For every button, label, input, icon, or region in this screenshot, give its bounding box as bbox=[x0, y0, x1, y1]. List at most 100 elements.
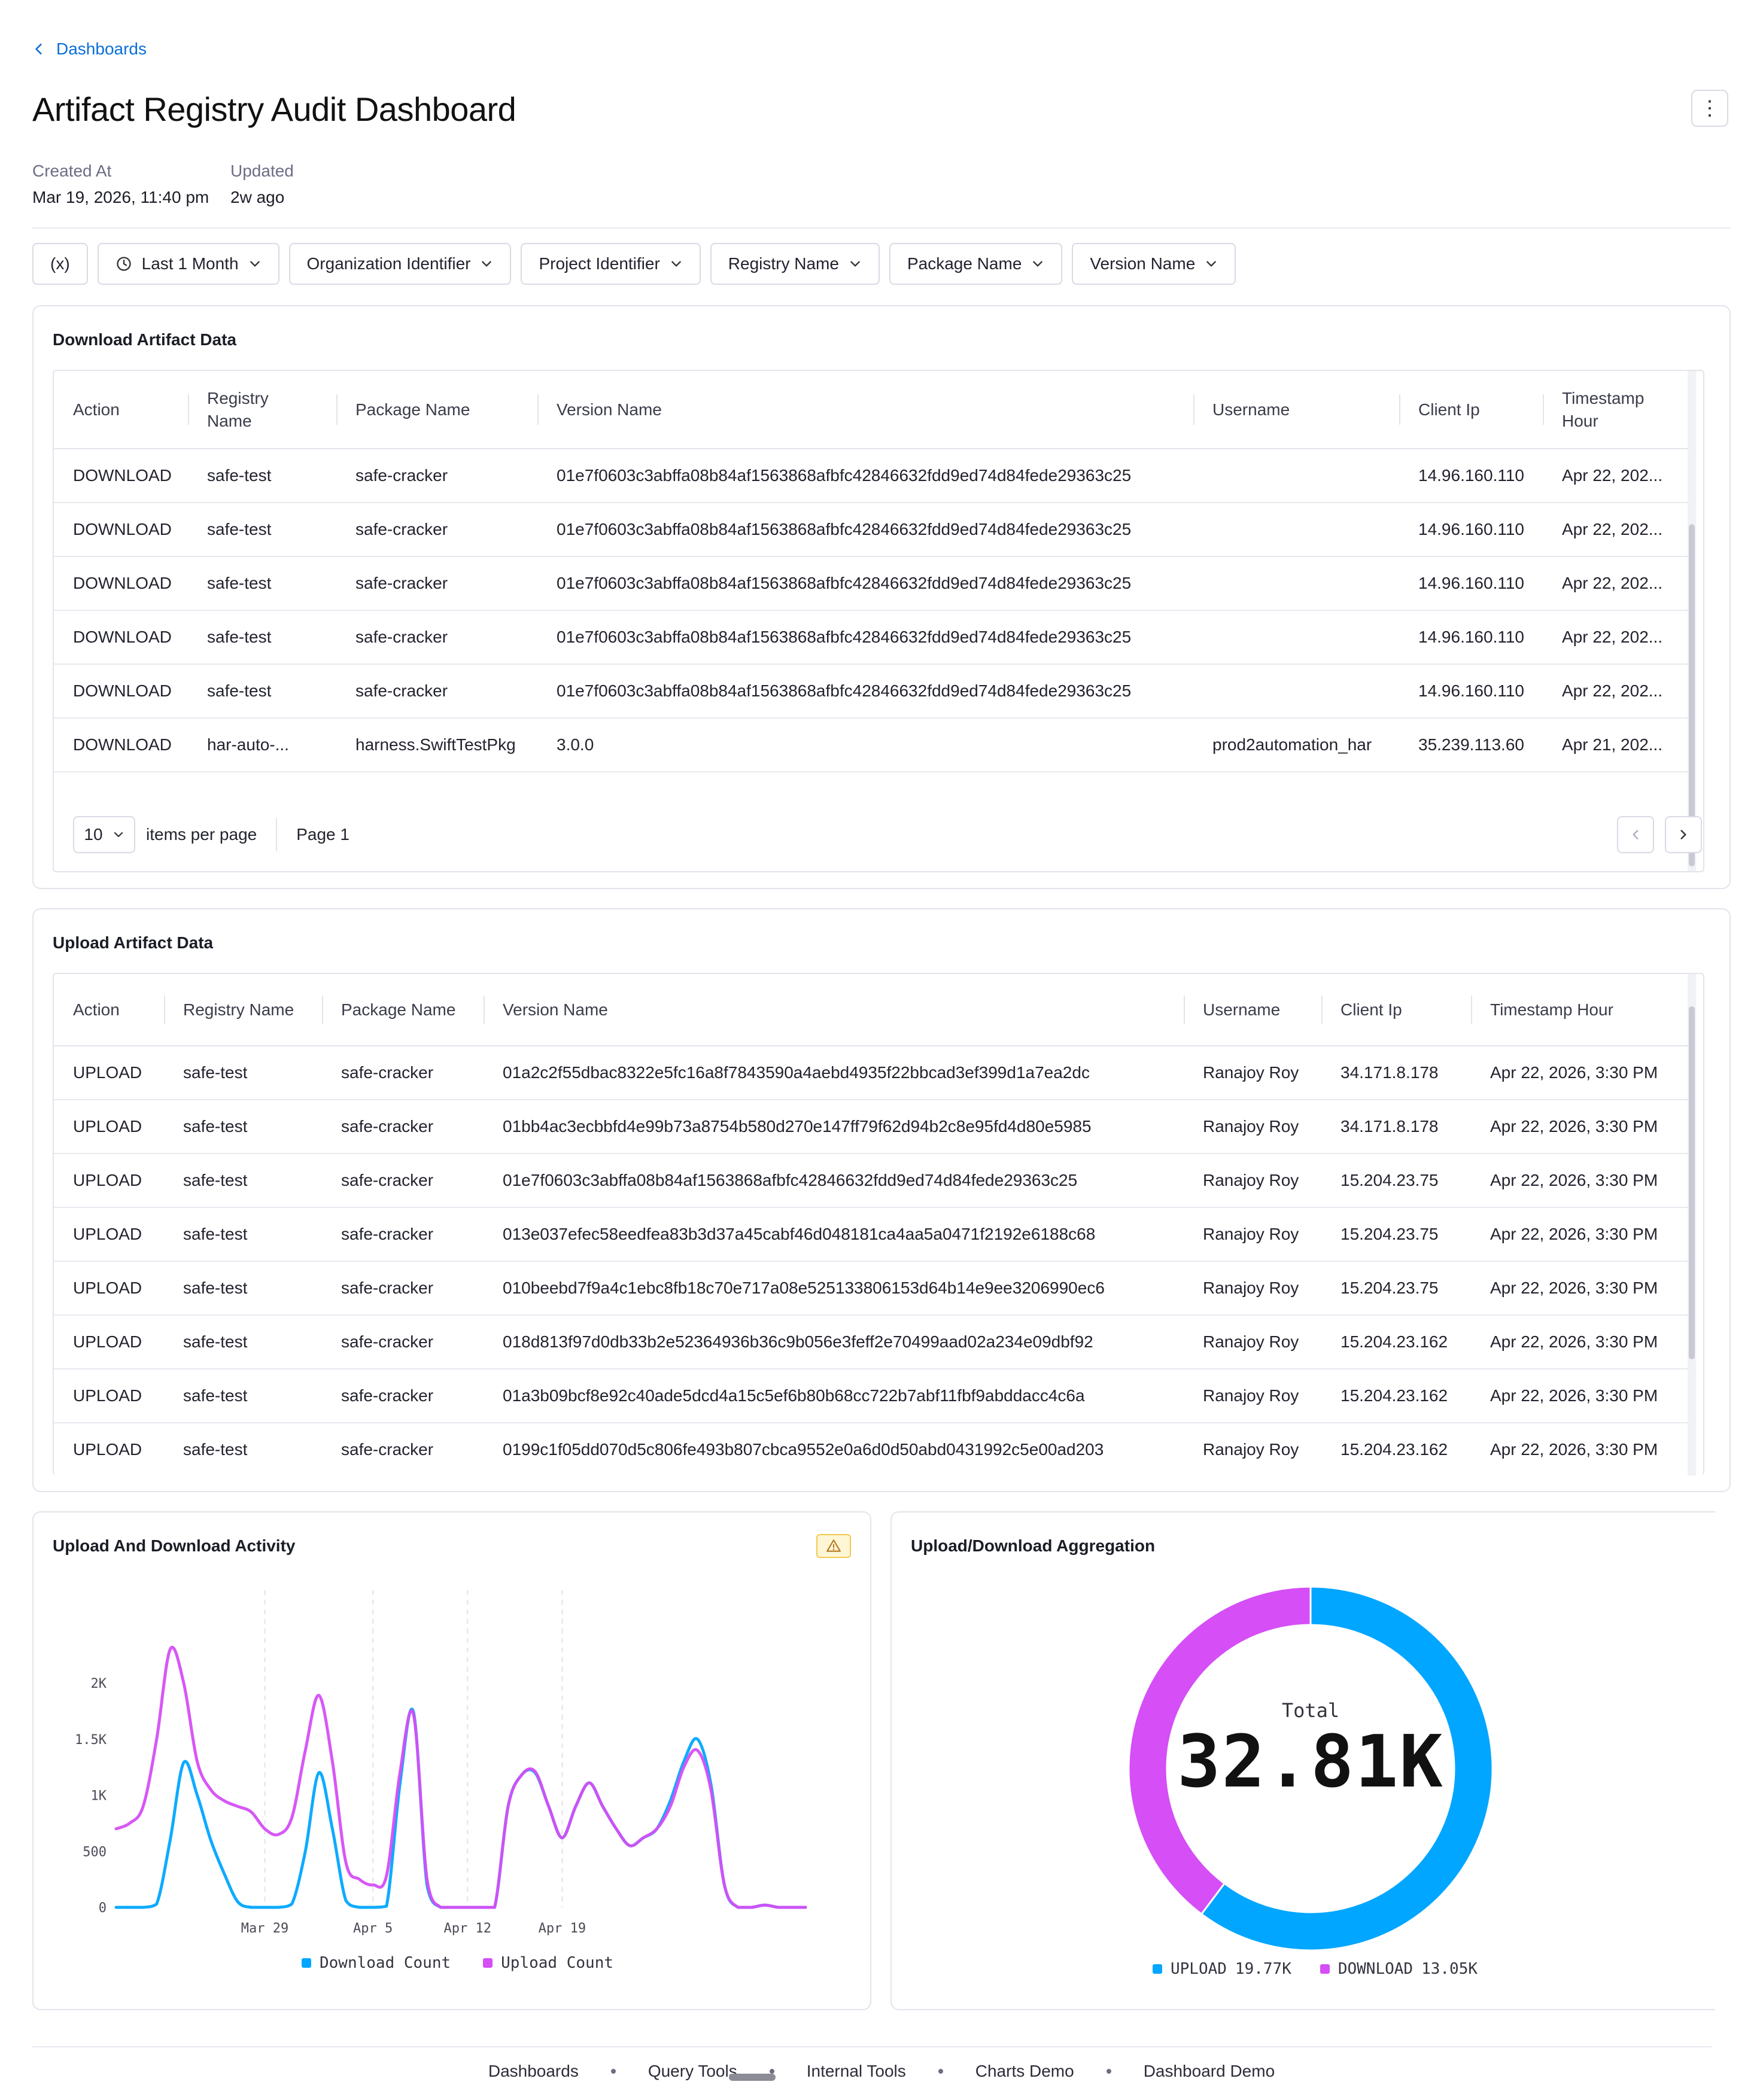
col-timestamp-header[interactable]: Timestamp Hour bbox=[1471, 974, 1689, 1046]
donut-slice-upload[interactable] bbox=[1200, 1585, 1494, 1952]
cell-client-ip: 35.239.113.60 bbox=[1399, 718, 1543, 772]
organization-filter[interactable]: Organization Identifier bbox=[288, 243, 512, 285]
chevron-right-icon bbox=[1680, 830, 1686, 839]
download-table-scrollbar[interactable] bbox=[1688, 371, 1696, 871]
items-per-page-select[interactable]: 10 bbox=[73, 816, 135, 853]
created-at-label: Created At bbox=[32, 162, 112, 180]
cell-registry: har-auto-... bbox=[188, 718, 336, 772]
legend-swatch-upload bbox=[483, 1958, 493, 1968]
variables-button[interactable]: (x) bbox=[32, 243, 88, 285]
registry-filter-label: Registry Name bbox=[728, 254, 839, 273]
registry-filter[interactable]: Registry Name bbox=[710, 243, 880, 285]
donut-center-label: Total bbox=[1281, 1699, 1340, 1722]
cell-username: Ranajoy Roy bbox=[1184, 1261, 1321, 1316]
chevron-down-icon bbox=[671, 261, 681, 267]
col-version-header[interactable]: Version Name bbox=[484, 974, 1184, 1046]
footer-link-charts-demo[interactable]: Charts Demo bbox=[975, 2062, 1074, 2080]
cell-package: safe-cracker bbox=[322, 1369, 484, 1423]
cell-version: 01a3b09bcf8e92c40ade5dcd4a15c5ef6b80b68c… bbox=[484, 1369, 1184, 1423]
col-client-ip-header[interactable]: Client Ip bbox=[1321, 974, 1471, 1046]
aggregation-card-title: Upload/Download Aggregation bbox=[911, 1536, 1156, 1555]
col-version-header[interactable]: Version Name bbox=[537, 371, 1193, 449]
cell-package: safe-cracker bbox=[322, 1423, 484, 1475]
upload-table-header-row: Action Registry Name Package Name Versio… bbox=[54, 974, 1689, 1046]
cell-package: safe-cracker bbox=[322, 1315, 484, 1369]
table-row[interactable]: UPLOAD safe-test safe-cracker 01bb4ac3ecbbf… bbox=[54, 1100, 1689, 1154]
cell-version: 013e037efec58eedfea83b3d37a45cabf46d0481… bbox=[484, 1207, 1184, 1262]
project-filter[interactable]: Project Identifier bbox=[521, 243, 701, 285]
table-row[interactable]: DOWNLOAD safe-test safe-cracker 01e7f0603c3… bbox=[54, 449, 1689, 503]
table-row[interactable]: UPLOAD safe-test safe-cracker 0199c1f05dd07… bbox=[54, 1423, 1689, 1475]
cell-username: Ranajoy Roy bbox=[1184, 1369, 1321, 1423]
cell-version: 01e7f0603c3abffa08b84af1563868afbfc42846… bbox=[537, 503, 1193, 557]
cell-package: safe-cracker bbox=[322, 1207, 484, 1262]
table-row[interactable]: DOWNLOAD safe-test safe-cracker 01e7f0603c3… bbox=[54, 556, 1689, 611]
chevron-down-icon bbox=[850, 261, 860, 267]
table-row[interactable]: DOWNLOAD safe-test safe-cracker 01e7f0603c3… bbox=[54, 610, 1689, 665]
cell-timestamp: Apr 22, 2026, 3:30 PM bbox=[1471, 1261, 1689, 1316]
time-range-filter[interactable]: Last 1 Month bbox=[97, 243, 279, 285]
aggregation-donut-chart[interactable] bbox=[1119, 1577, 1502, 1960]
cell-package: safe-cracker bbox=[336, 503, 537, 557]
legend-item-upload-total[interactable]: UPLOAD 19.77K bbox=[1153, 1960, 1291, 1978]
table-row[interactable]: UPLOAD safe-test safe-cracker 01a2c2f55dbac… bbox=[54, 1046, 1689, 1100]
col-registry-header[interactable]: Registry Name bbox=[164, 974, 322, 1046]
col-package-header[interactable]: Package Name bbox=[322, 974, 484, 1046]
footer-link-query-tools[interactable]: Query Tools bbox=[648, 2062, 737, 2080]
package-filter[interactable]: Package Name bbox=[889, 243, 1063, 285]
col-registry-header[interactable]: Registry Name bbox=[188, 371, 336, 449]
col-timestamp-header[interactable]: Timestamp Hour bbox=[1543, 371, 1689, 449]
variables-label: (x) bbox=[50, 254, 70, 273]
cell-username: Ranajoy Roy bbox=[1184, 1154, 1321, 1208]
upload-scroll-thumb[interactable] bbox=[1689, 1006, 1695, 1359]
legend-item-download[interactable]: Download Count bbox=[302, 1954, 451, 1972]
cell-version: 018d813f97d0db33b2e52364936b36c9b056e3fe… bbox=[484, 1315, 1184, 1369]
cell-version: 3.0.0 bbox=[537, 718, 1193, 772]
donut-slice-download[interactable] bbox=[1127, 1585, 1312, 1916]
clock-icon bbox=[116, 257, 131, 271]
col-username-header[interactable]: Username bbox=[1184, 974, 1321, 1046]
footer-link-dashboards[interactable]: Dashboards bbox=[488, 2062, 579, 2080]
table-row[interactable]: DOWNLOAD safe-test safe-cracker 01e7f0603c3… bbox=[54, 664, 1689, 719]
table-row[interactable]: DOWNLOAD safe-test safe-cracker 01e7f0603c3… bbox=[54, 503, 1689, 557]
col-client-ip-header[interactable]: Client Ip bbox=[1399, 371, 1543, 449]
chevron-down-icon bbox=[250, 261, 260, 267]
legend-item-upload[interactable]: Upload Count bbox=[483, 1954, 613, 1972]
more-options-button[interactable]: ⋮ bbox=[1691, 90, 1728, 127]
col-action-header[interactable]: Action bbox=[54, 974, 164, 1046]
col-package-header[interactable]: Package Name bbox=[336, 371, 537, 449]
table-row[interactable]: UPLOAD safe-test safe-cracker 01e7f0603c3ab… bbox=[54, 1154, 1689, 1208]
prev-page-button[interactable] bbox=[1617, 816, 1654, 853]
cell-registry: safe-test bbox=[164, 1100, 322, 1154]
cell-timestamp: Apr 22, 202... bbox=[1543, 556, 1689, 611]
table-row[interactable]: UPLOAD safe-test safe-cracker 01a3b09bcf8e9… bbox=[54, 1369, 1689, 1423]
col-username-header[interactable]: Username bbox=[1193, 371, 1399, 449]
created-at-value: Mar 19, 2026, 11:40 pm bbox=[32, 188, 209, 206]
table-row[interactable]: UPLOAD safe-test safe-cracker 013e037efec58… bbox=[54, 1207, 1689, 1262]
chevron-down-icon bbox=[1206, 261, 1217, 267]
aggregation-chart-card: Upload/Download Aggregation Total 32.81K… bbox=[890, 1511, 1715, 2010]
breadcrumb-dashboards-link[interactable]: Dashboards bbox=[56, 39, 147, 58]
cell-action: UPLOAD bbox=[54, 1154, 164, 1208]
next-page-button[interactable] bbox=[1665, 816, 1702, 853]
version-filter-label: Version Name bbox=[1090, 254, 1196, 273]
table-row[interactable]: UPLOAD safe-test safe-cracker 018d813f97d0d… bbox=[54, 1315, 1689, 1369]
breadcrumb[interactable]: Dashboards bbox=[32, 39, 147, 59]
version-filter[interactable]: Version Name bbox=[1072, 243, 1236, 285]
activity-chart-card: Upload And Download Activity Mar 29 Apr 5… bbox=[32, 1511, 871, 2010]
cell-timestamp: Apr 22, 2026, 3:30 PM bbox=[1471, 1100, 1689, 1154]
cell-action: DOWNLOAD bbox=[54, 503, 188, 557]
col-action-header[interactable]: Action bbox=[54, 371, 188, 449]
chart-warning-button[interactable] bbox=[816, 1534, 851, 1558]
footer-link-dashboard-demo[interactable]: Dashboard Demo bbox=[1143, 2062, 1275, 2080]
table-row[interactable]: UPLOAD safe-test safe-cracker 010beebd7f9a4… bbox=[54, 1261, 1689, 1316]
upload-table-scrollbar[interactable] bbox=[1688, 974, 1696, 1475]
activity-legend: Download Count Upload Count bbox=[302, 1954, 613, 1972]
footer-link-internal-tools[interactable]: Internal Tools bbox=[806, 2062, 906, 2080]
updated-value: 2w ago bbox=[230, 188, 285, 206]
table-row[interactable]: DOWNLOAD har-auto-... harness.SwiftTestPkg… bbox=[54, 718, 1689, 772]
warning-triangle-icon bbox=[826, 1539, 841, 1552]
legend-item-download-total[interactable]: DOWNLOAD 13.05K bbox=[1320, 1960, 1478, 1978]
activity-line-chart[interactable]: Mar 29 Apr 5 Apr 12 Apr 19 0 500 1K 1.5K 2K bbox=[34, 1572, 873, 1991]
download-scroll-thumb[interactable] bbox=[1689, 524, 1695, 866]
